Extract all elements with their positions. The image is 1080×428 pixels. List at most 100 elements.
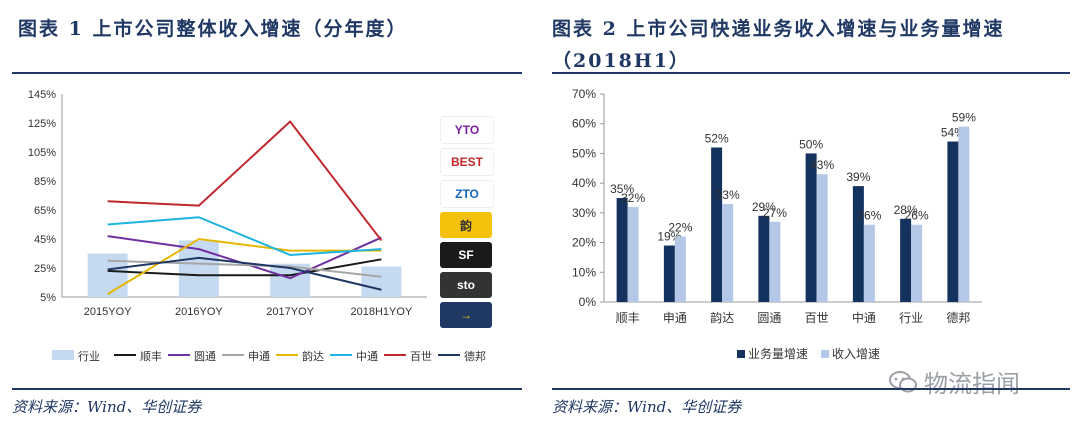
data-label: 33% xyxy=(716,188,740,202)
bar-收入增速 xyxy=(911,224,923,302)
y-tick-label: 45% xyxy=(34,234,56,246)
series-line-中通 xyxy=(107,216,382,256)
data-label: 26% xyxy=(857,209,881,223)
legend-label: 收入增速 xyxy=(832,347,880,361)
y-tick-label: 40% xyxy=(572,176,596,190)
bar-业务量增速 xyxy=(805,153,817,302)
line-chart-svg: 145% 125% 105% 85% 65% 45% 25% 5% 2015YOY 2016YOY… xyxy=(28,89,486,363)
bar-收入增速 xyxy=(674,236,686,302)
y-tick-label: 30% xyxy=(572,206,596,220)
x-tick-label: 2016YOY xyxy=(175,306,223,318)
data-label: 29% xyxy=(752,200,776,214)
legend-label: 百世 xyxy=(410,350,432,363)
legend-label: 德邦 xyxy=(464,349,486,363)
y-tick-label: 85% xyxy=(34,176,56,188)
bar-收入增速 xyxy=(816,174,828,302)
x-tick-label: 行业 xyxy=(899,311,923,325)
y-tick-label: 65% xyxy=(34,205,56,217)
x-tick-label: 韵达 xyxy=(710,310,734,325)
bar-收入增速 xyxy=(627,206,639,302)
y-tick-label: 5% xyxy=(40,292,56,304)
yto-logo: YTO xyxy=(440,116,494,144)
left-chart: 145% 125% 105% 85% 65% 45% 25% 5% 2015YOY 2016YOY… xyxy=(12,80,522,378)
deppon-logo: → xyxy=(440,302,492,328)
best-logo: BEST xyxy=(440,148,494,176)
x-tick-label: 2018H1YOY xyxy=(350,306,412,318)
x-tick-label: 中通 xyxy=(852,310,876,325)
x-tick-label: 2015YOY xyxy=(84,306,132,318)
y-tick-label: 60% xyxy=(572,117,596,131)
data-label: 27% xyxy=(763,206,787,220)
right-chart: 70% 60% 50% 40% 30% 20% 10% 0% 35% 32% 顺丰 19% 22% 申通 5… xyxy=(552,80,1070,378)
right-source-rule xyxy=(552,388,1070,390)
x-tick-label: 申通 xyxy=(663,311,687,325)
left-source-rule xyxy=(12,388,522,390)
legend-swatch xyxy=(821,350,829,358)
bar-行业 xyxy=(87,253,128,297)
x-tick-label: 圆通 xyxy=(757,311,781,325)
sf-logo: SF xyxy=(440,242,492,268)
data-label: 26% xyxy=(905,209,929,223)
y-tick-label: 145% xyxy=(28,89,56,101)
y-tick-label: 25% xyxy=(34,263,56,275)
data-label: 50% xyxy=(799,137,823,151)
legend-label: 业务量增速 xyxy=(748,346,808,361)
x-tick-label: 百世 xyxy=(805,311,829,325)
left-figure-title: 图表 1 上市公司整体收入增速（分年度） xyxy=(18,18,408,40)
series-line-百世 xyxy=(107,120,383,242)
zto-logo: ZTO xyxy=(440,180,494,208)
x-tick-label: 顺丰 xyxy=(616,311,640,325)
bar-收入增速 xyxy=(863,224,875,302)
bar-业务量增速 xyxy=(900,218,912,302)
right-source: 资料来源：Wind、华创证券 xyxy=(552,398,742,416)
series-line-顺丰 xyxy=(107,258,382,277)
watermark-text: 物流指闻 xyxy=(924,370,1020,398)
bar-业务量增速 xyxy=(852,186,864,302)
legend-label: 申通 xyxy=(248,350,270,363)
legend-swatch xyxy=(52,350,74,360)
legend-label: 行业 xyxy=(78,350,100,363)
bar-收入增速 xyxy=(722,203,734,302)
bar-业务量增速 xyxy=(616,198,628,302)
legend-swatch xyxy=(737,350,745,358)
yunda-logo: 韵 xyxy=(440,212,492,238)
data-label: 22% xyxy=(668,221,692,235)
legend-label: 中通 xyxy=(356,350,378,363)
x-tick-label: 德邦 xyxy=(946,310,970,325)
left-source: 资料来源：Wind、华创证券 xyxy=(12,398,202,416)
bar-收入增速 xyxy=(958,126,970,302)
watermark: 物流指闻 xyxy=(888,364,1020,399)
bar-收入增速 xyxy=(769,221,781,302)
series-line-申通 xyxy=(107,259,382,278)
wechat-icon xyxy=(888,370,918,394)
bar-chart-svg: 70%60%50%40%30%20%10%0%35%32%顺丰19%22%申通5… xyxy=(572,87,982,361)
y-tick-label: 0% xyxy=(579,295,597,309)
y-tick-label: 10% xyxy=(572,265,596,279)
y-tick-label: 125% xyxy=(28,118,56,130)
right-figure-title-line2: （2018H1） xyxy=(552,50,691,72)
legend-label: 韵达 xyxy=(302,349,324,363)
y-tick-label: 70% xyxy=(572,87,596,101)
legend-label: 顺丰 xyxy=(140,350,162,363)
data-label: 39% xyxy=(846,170,870,184)
bar-业务量增速 xyxy=(663,245,675,302)
data-label: 52% xyxy=(705,131,729,145)
y-tick-label: 105% xyxy=(28,147,56,159)
right-title-rule xyxy=(552,72,1070,74)
bar-业务量增速 xyxy=(711,147,723,302)
courier-logos: YTO BEST ZTO 韵 SF sto → xyxy=(440,116,494,332)
series-line-韵达 xyxy=(107,237,382,295)
bar-业务量增速 xyxy=(758,215,770,302)
series-line-德邦 xyxy=(107,256,382,291)
bar-行业 xyxy=(270,263,311,297)
y-tick-label: 20% xyxy=(572,236,596,250)
data-label: 35% xyxy=(610,182,634,196)
left-title-rule xyxy=(12,72,522,74)
sto-logo: sto xyxy=(440,272,492,298)
legend-label: 圆通 xyxy=(194,350,216,363)
bar-业务量增速 xyxy=(947,141,959,302)
y-tick-label: 50% xyxy=(572,146,596,160)
data-label: 59% xyxy=(952,111,976,125)
x-tick-label: 2017YOY xyxy=(266,306,314,318)
data-label: 32% xyxy=(621,191,645,205)
